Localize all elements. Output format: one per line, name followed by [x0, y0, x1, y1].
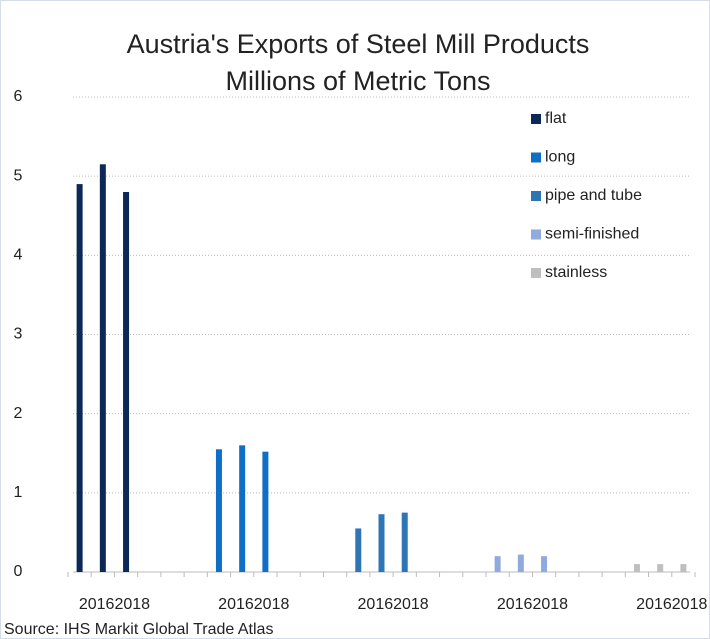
bar — [541, 556, 548, 572]
bar — [262, 451, 269, 572]
x-tick-label: 2018 — [393, 596, 429, 613]
bar — [76, 184, 83, 573]
legend-label: pipe and tube — [545, 187, 642, 204]
y-tick-label: 2 — [14, 405, 23, 422]
bar — [401, 512, 408, 572]
bar — [123, 192, 130, 572]
bar — [517, 554, 524, 572]
chart-subtitle: Millions of Metric Tons — [225, 66, 490, 96]
x-tick-label: 2016 — [497, 596, 533, 613]
bar — [680, 564, 687, 572]
chart-title: Austria's Exports of Steel Mill Products — [127, 29, 590, 59]
x-tick-label: 2016 — [636, 596, 672, 613]
x-tick-label: 2018 — [254, 596, 290, 613]
bar — [215, 449, 222, 572]
x-tick-label: 2016 — [358, 596, 394, 613]
legend-swatch — [531, 114, 541, 124]
source-note: Source: IHS Markit Global Trade Atlas — [4, 621, 273, 638]
bar — [657, 564, 664, 572]
bar — [99, 164, 106, 572]
y-tick-label: 5 — [14, 167, 23, 184]
legend-swatch — [531, 152, 541, 163]
x-tick-label: 2016 — [218, 596, 254, 613]
bar — [494, 556, 501, 572]
bar — [355, 528, 362, 572]
x-tick-label: 2018 — [532, 596, 568, 613]
x-tick-label: 2016 — [79, 596, 115, 613]
y-tick-label: 6 — [14, 88, 23, 105]
bar — [378, 514, 385, 572]
x-tick-label: 2018 — [672, 596, 708, 613]
legend-label: flat — [545, 110, 567, 127]
y-tick-label: 0 — [14, 563, 23, 580]
y-tick-label: 3 — [14, 326, 23, 343]
legend-swatch — [531, 229, 541, 240]
legend-label: semi-finished — [545, 226, 639, 243]
legend-label: stainless — [545, 264, 607, 281]
x-tick-label: 2018 — [114, 596, 150, 613]
bar — [239, 445, 246, 572]
y-tick-label: 1 — [14, 484, 23, 501]
legend-swatch — [531, 191, 541, 201]
legend-swatch — [531, 268, 541, 278]
y-tick-label: 4 — [14, 247, 23, 264]
legend-label: long — [545, 149, 575, 166]
bar — [633, 564, 640, 572]
